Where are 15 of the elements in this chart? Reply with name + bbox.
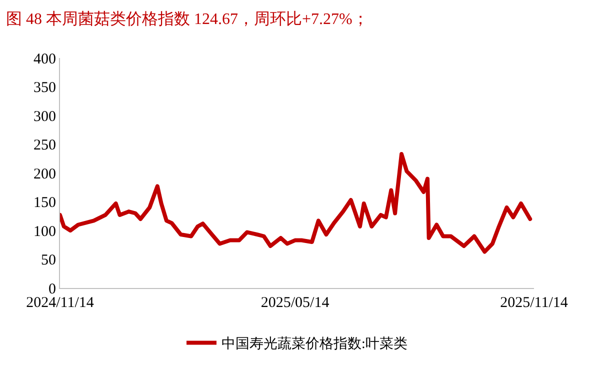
x-tick-label: 2024/11/14 (26, 295, 94, 311)
line-series (60, 152, 532, 254)
y-tick-label: 0 (48, 281, 56, 298)
x-tick-label: 2025/11/14 (500, 295, 568, 311)
y-tick-label: 200 (34, 166, 56, 182)
x-tick-label: 2025/05/14 (260, 295, 330, 311)
y-tick-label: 250 (34, 138, 56, 154)
y-tick-label: 300 (34, 108, 56, 125)
y-tick-label: 350 (34, 80, 56, 96)
y-tick-label: 100 (34, 224, 56, 240)
y-tick-label: 150 (34, 195, 56, 211)
y-tick-label: 50 (41, 252, 56, 268)
y-tick-label: 400 (34, 51, 56, 68)
legend-label: 中国寿光蔬菜价格指数:叶菜类 (222, 336, 408, 352)
chart-title: 图 48 本周菌菇类价格指数 124.67，周环比+7.27%； (6, 10, 368, 28)
